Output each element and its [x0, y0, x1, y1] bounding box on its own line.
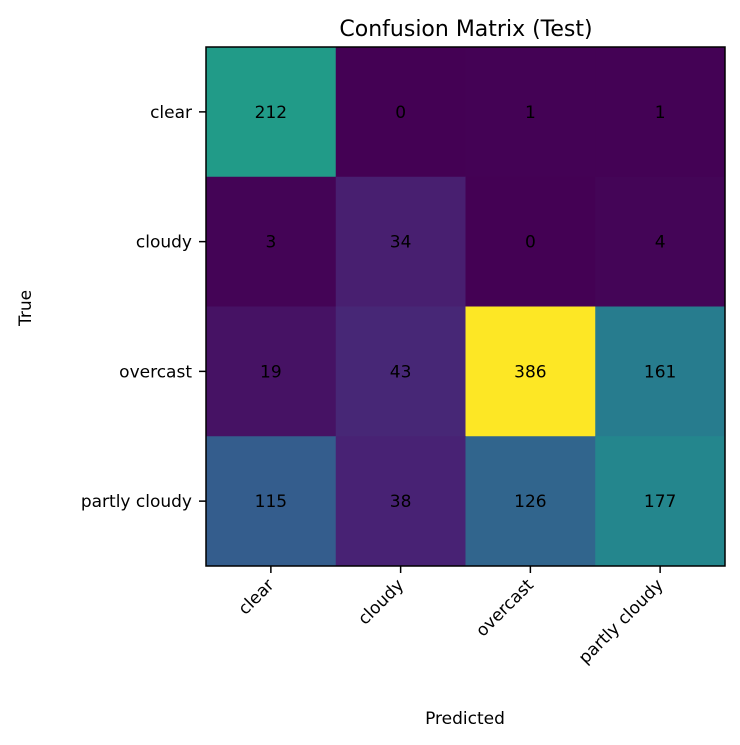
heatmap-cell	[595, 176, 726, 307]
y-axis: clear cloudy overcast partly cloudy	[81, 103, 206, 512]
x-axis: clear cloudy overcast partly cloudy	[235, 566, 668, 668]
cell-value-label: 115	[255, 492, 287, 512]
cell-value-label: 1	[525, 103, 536, 123]
heatmap-cell	[595, 47, 726, 178]
x-tick-label: clear	[235, 575, 279, 619]
cell-value-label: 38	[390, 492, 412, 512]
y-axis-label: True	[16, 290, 36, 327]
cell-value-label: 4	[655, 233, 666, 253]
heatmap-cell	[206, 306, 337, 437]
x-axis-label: Predicted	[425, 709, 505, 729]
cell-value-label: 212	[255, 103, 287, 123]
x-tick-label: overcast	[472, 575, 538, 641]
heatmap-cell	[206, 176, 337, 307]
cell-value-label: 34	[390, 233, 412, 253]
heatmap-cell	[206, 47, 337, 178]
cell-value-label: 3	[265, 233, 276, 253]
x-tick-label: cloudy	[354, 575, 408, 629]
heatmap-cell	[465, 306, 596, 437]
y-tick-label: partly cloudy	[81, 492, 192, 512]
chart-title: Confusion Matrix (Test)	[339, 17, 592, 42]
heatmap-cell	[465, 436, 596, 567]
heatmap-cell	[335, 47, 466, 178]
heatmap-cell	[595, 436, 726, 567]
y-tick-label: overcast	[119, 362, 192, 382]
cell-value-label: 0	[395, 103, 406, 123]
heatmap-cell	[335, 176, 466, 307]
cell-value-label: 43	[390, 362, 412, 382]
cell-value-label: 126	[514, 492, 546, 512]
y-tick-label: cloudy	[136, 233, 192, 253]
cell-value-label: 177	[644, 492, 676, 512]
heatmap-cell	[595, 306, 726, 437]
heatmap-cell	[465, 47, 596, 178]
y-tick-label: clear	[150, 103, 192, 123]
cell-value-labels: 212 0 1 1 3 34 0 4 19 43 386 161 115 38 126 177	[255, 103, 677, 512]
plot-frame	[205, 46, 726, 567]
x-tick-label: partly cloudy	[575, 575, 668, 668]
heatmap-cells	[206, 47, 726, 567]
cell-value-label: 386	[514, 362, 546, 382]
cell-value-label: 1	[655, 103, 666, 123]
heatmap-cell	[335, 306, 466, 437]
heatmap-cell	[335, 436, 466, 567]
cell-value-label: 0	[525, 233, 536, 253]
heatmap-cell	[465, 176, 596, 307]
cell-value-label: 19	[260, 362, 282, 382]
cell-value-label: 161	[644, 362, 676, 382]
heatmap-cell	[206, 436, 337, 567]
